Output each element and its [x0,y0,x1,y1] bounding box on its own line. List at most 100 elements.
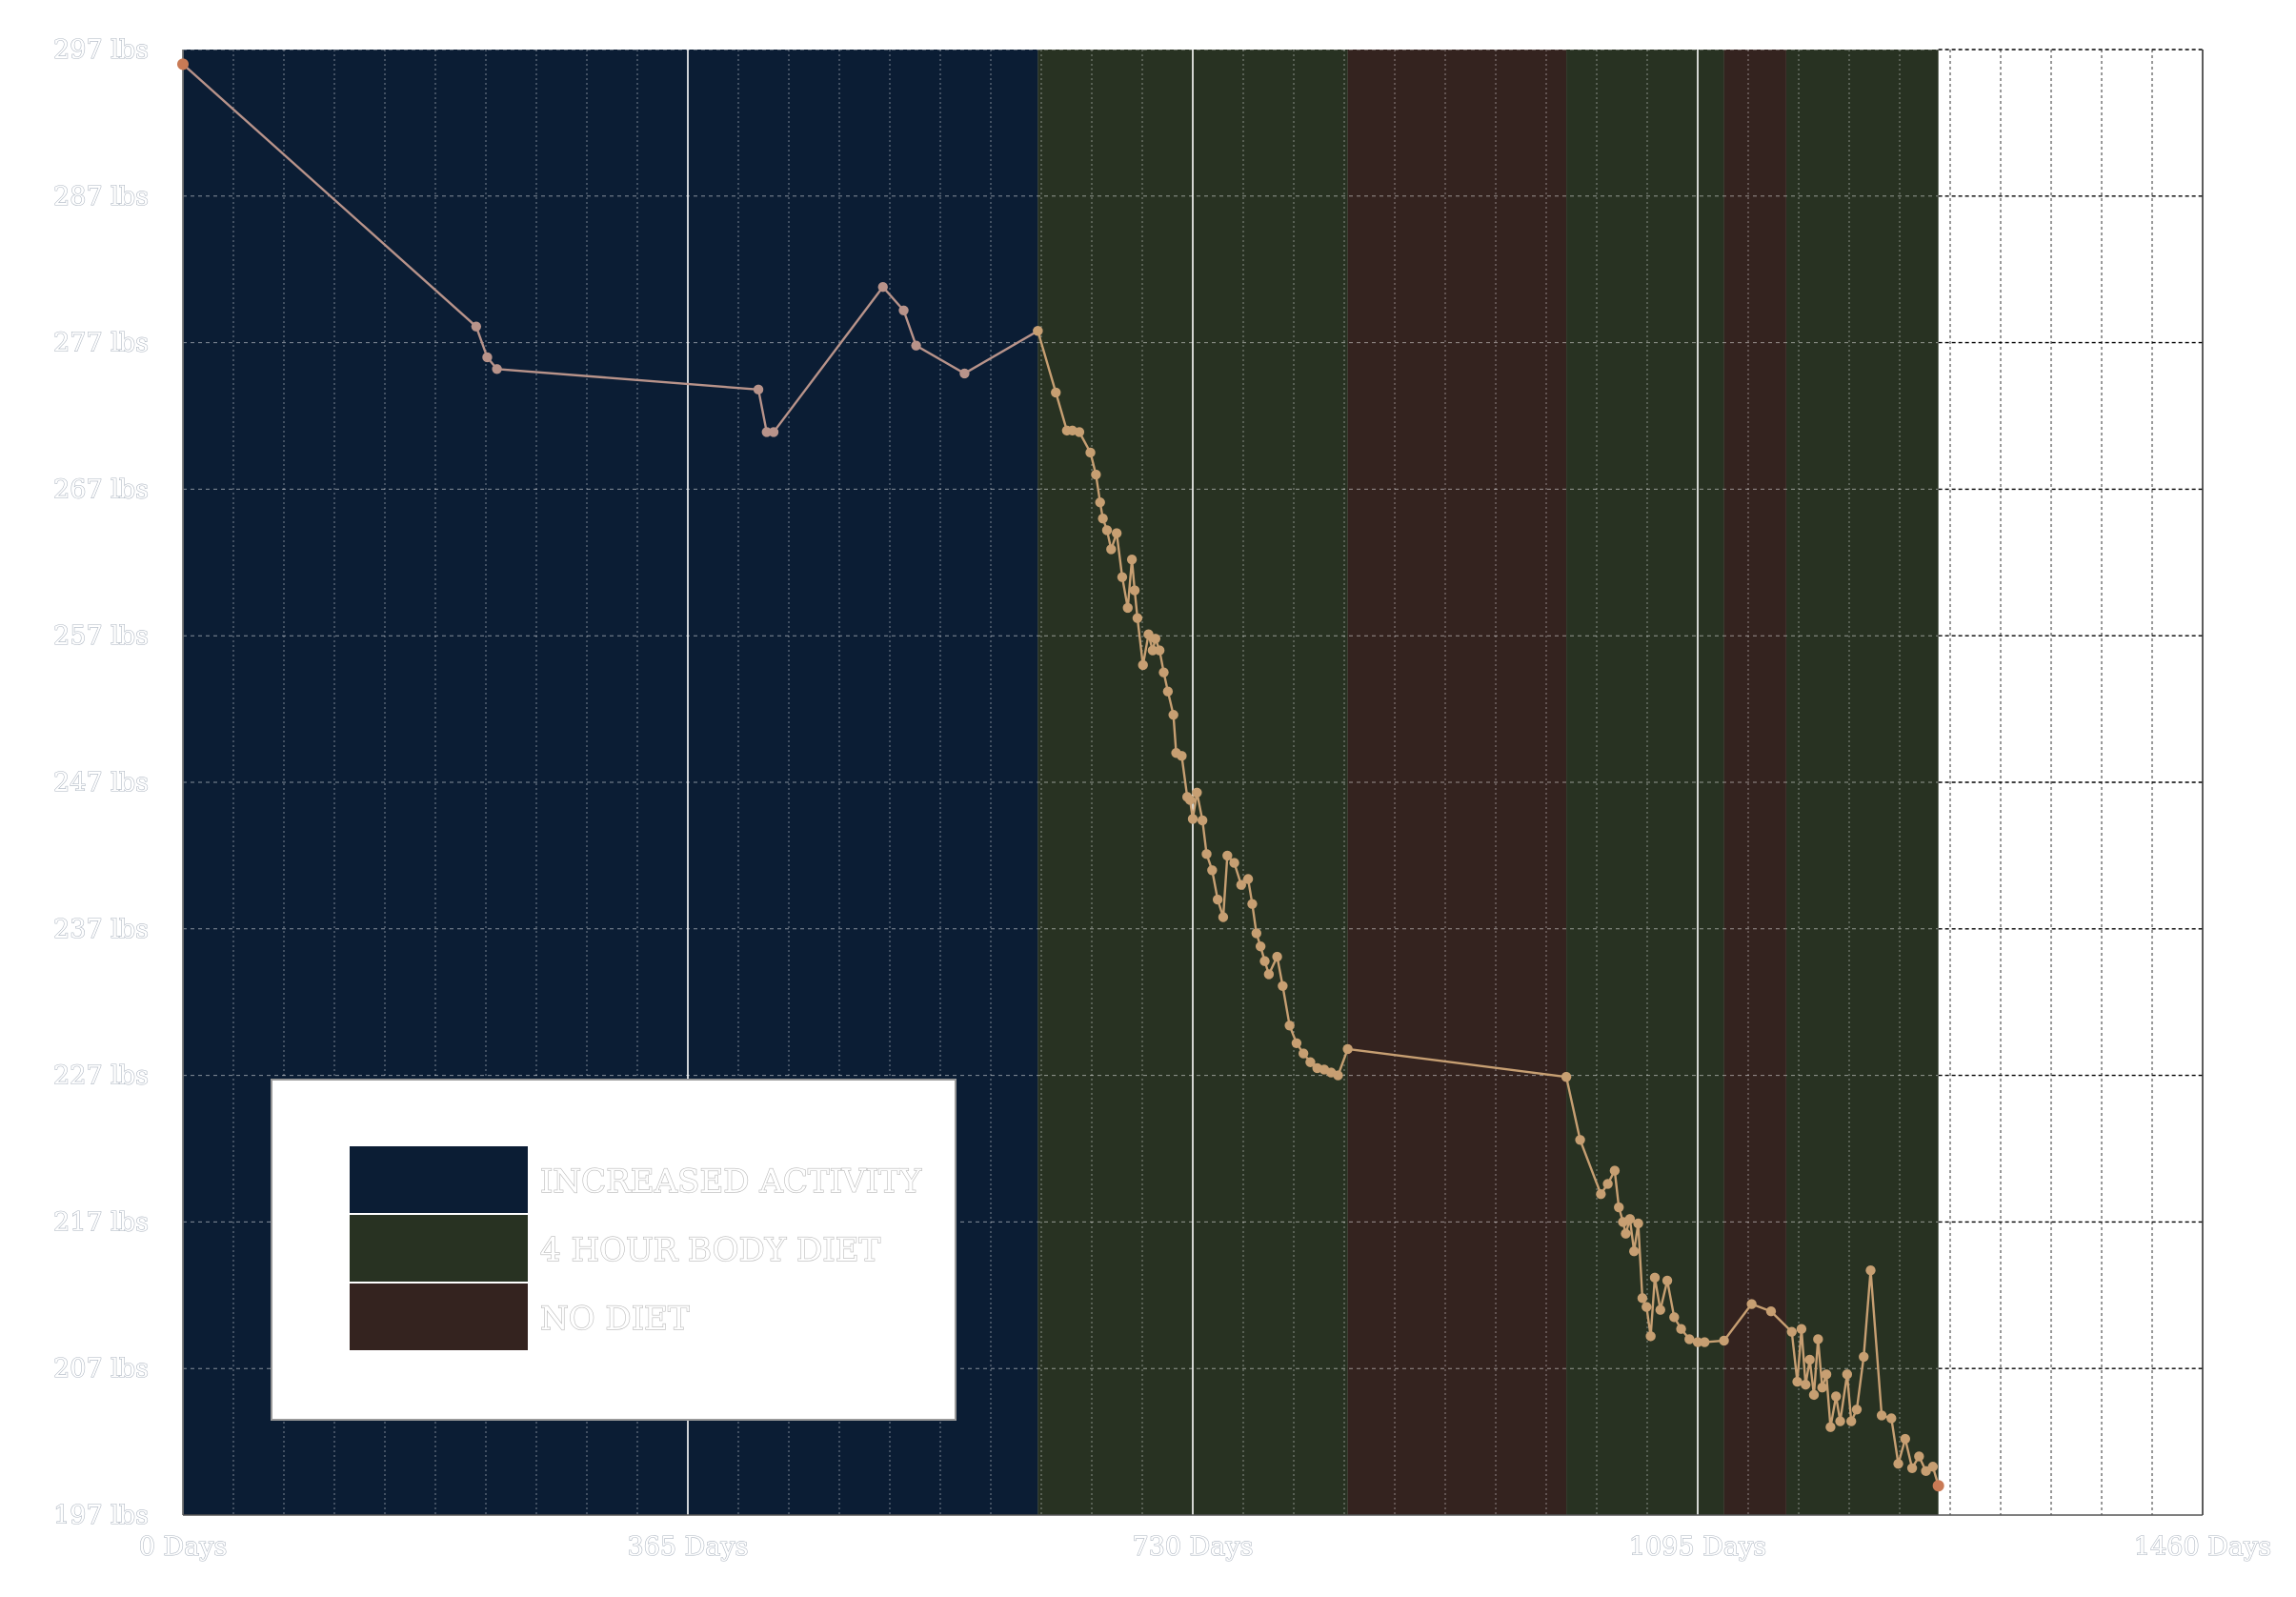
data-point [1813,1334,1823,1344]
data-point [1835,1416,1845,1426]
data-point [1187,814,1198,824]
data-point [1842,1369,1853,1380]
data-point [1676,1324,1686,1334]
data-point [1236,879,1247,890]
data-point [1927,1462,1939,1472]
data-point [1177,751,1187,761]
x-tick-label: 1095 Days [1629,1532,1766,1562]
y-tick-label: 227 lbs [53,1061,149,1091]
data-point [1786,1326,1797,1337]
data-point [1614,1202,1624,1213]
data-point [1746,1299,1757,1309]
data-point [1259,956,1270,966]
data-point [1865,1264,1876,1276]
data-point [1621,1228,1631,1239]
data-point [1609,1165,1621,1176]
data-point [877,281,888,293]
legend-swatch [350,1284,528,1350]
data-point [1192,787,1202,798]
y-tick-label: 237 lbs [53,915,149,944]
y-tick-label: 247 lbs [53,768,149,798]
data-point [959,368,970,379]
data-point [1122,602,1133,614]
data-point [1106,544,1117,555]
data-point [1091,469,1101,480]
data-point [1126,555,1138,565]
data-point [1342,1043,1353,1055]
x-tick-label: 0 Days [139,1532,228,1562]
data-point [1808,1389,1820,1401]
data-point [1095,497,1105,508]
data-point [1792,1376,1803,1387]
data-point [898,305,909,315]
data-point [1085,447,1096,458]
data-point [492,364,502,374]
data-point [1051,387,1061,398]
y-tick-label: 207 lbs [53,1354,149,1384]
data-point [1138,659,1148,671]
data-point [1150,634,1160,644]
legend-label: 4 HOUR BODY DIET [540,1231,881,1269]
data-point [768,427,779,437]
data-point [1831,1391,1842,1402]
legend: INCREASED ACTIVITY 4 HOUR BODY DIET NO DIE… [271,1079,957,1421]
data-point [1804,1354,1815,1365]
data-point [1184,795,1196,805]
data-point [1272,951,1282,962]
data-point [1662,1275,1673,1286]
data-point [1624,1214,1636,1224]
data-point [1101,525,1113,536]
data-point [1602,1179,1613,1189]
y-tick-label: 257 lbs [53,621,149,651]
data-point [471,321,482,332]
data-point [1684,1334,1695,1344]
data-point [1255,941,1266,952]
data-point [911,340,921,351]
data-point [1298,1048,1309,1059]
data-point [1305,1057,1316,1067]
data-point [1033,326,1043,336]
y-tick-label: 267 lbs [53,475,149,504]
data-point [1074,427,1085,437]
data-point [1147,645,1158,656]
data-point [1641,1302,1652,1312]
y-tick-label: 277 lbs [53,329,149,358]
data-point [1207,865,1218,876]
data-point [1886,1413,1897,1424]
data-point [1251,928,1261,939]
data-point [1914,1451,1924,1462]
data-point [1629,1245,1640,1257]
data-point [1845,1416,1857,1426]
data-point [1851,1405,1863,1415]
data-point [1700,1337,1710,1347]
data-point [1900,1433,1911,1445]
data-point [1633,1218,1643,1229]
x-tick-label: 730 Days [1133,1532,1254,1562]
data-point [1168,710,1178,720]
data-point [1098,513,1108,524]
data-point [1218,912,1229,922]
data-point [1154,645,1165,656]
data-point [1212,894,1223,905]
legend-label: INCREASED ACTIVITY [540,1162,922,1201]
data-point [1825,1422,1836,1432]
data-point [1801,1379,1811,1390]
legend-swatch [350,1146,528,1213]
x-axis-ticks: 0 Days 365 Days 730 Days 1095 Days 1460 Days [138,1531,2271,1562]
data-point [1575,1135,1585,1145]
data-point-end [1932,1480,1944,1492]
data-point [1162,686,1174,697]
data-point [1645,1331,1656,1342]
data-point [1655,1304,1665,1315]
data-point [1247,899,1258,909]
y-tick-label: 217 lbs [53,1207,149,1237]
data-point [761,427,772,437]
data-point [1263,969,1275,980]
data-point [1906,1463,1918,1473]
data-point [1876,1410,1887,1421]
data-point [1692,1337,1703,1347]
y-tick-label: 197 lbs [53,1501,149,1530]
data-point [1132,613,1143,623]
data-point [1242,874,1254,884]
legend-swatch [350,1215,528,1282]
